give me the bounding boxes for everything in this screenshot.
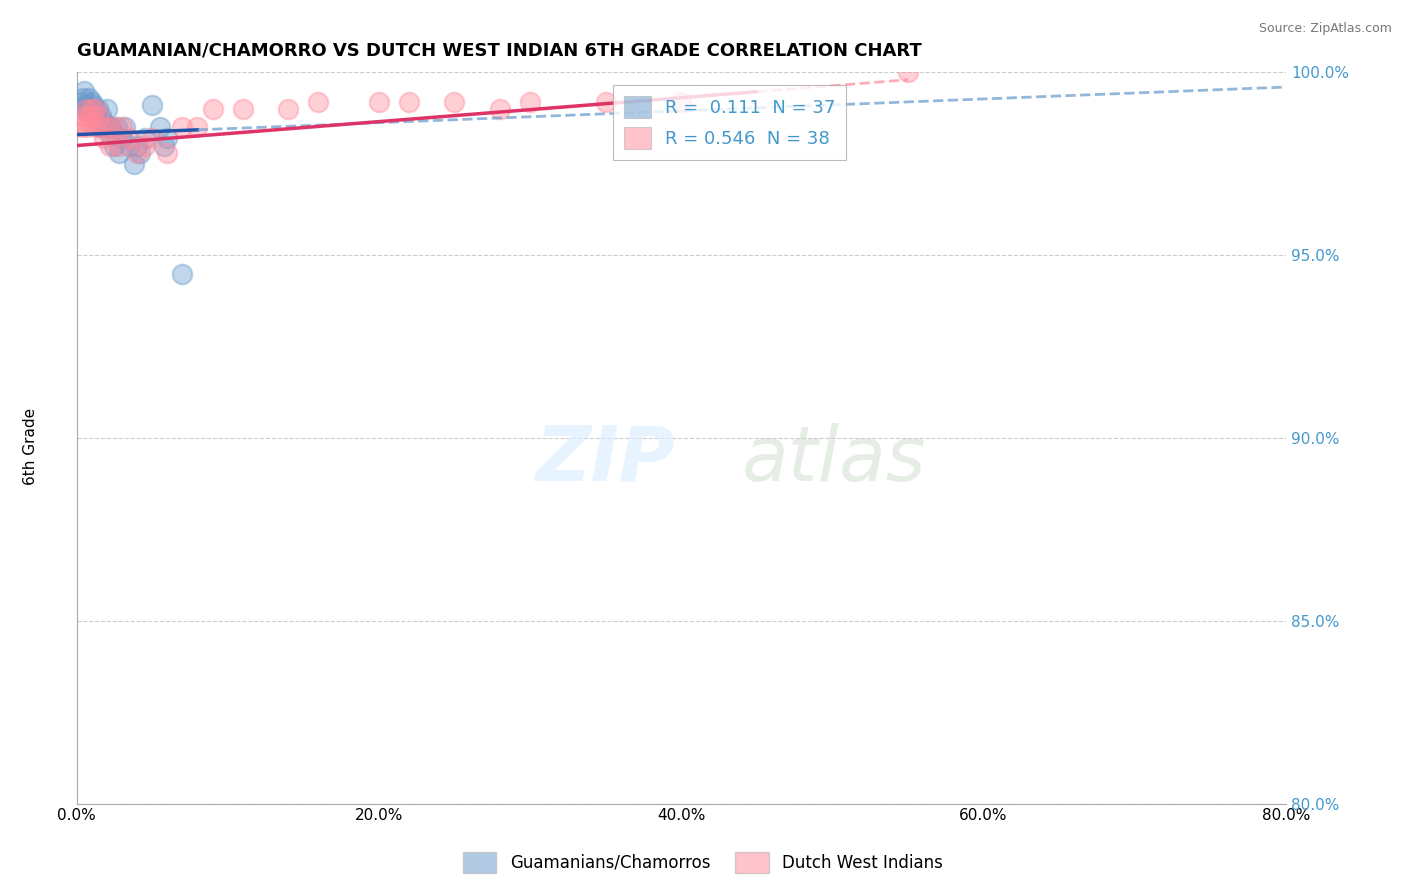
- Point: [595, 95, 617, 109]
- Point: [141, 131, 163, 145]
- Point: [156, 145, 179, 160]
- Point: [129, 145, 152, 160]
- Legend: Guamanians/Chamorros, Dutch West Indians: Guamanians/Chamorros, Dutch West Indians: [457, 846, 949, 880]
- Point: [84, 120, 107, 135]
- Point: [105, 120, 128, 135]
- Point: [70, 102, 93, 116]
- Point: [519, 95, 541, 109]
- Point: [82, 98, 104, 112]
- Point: [118, 131, 141, 145]
- Point: [172, 120, 194, 135]
- Point: [134, 138, 156, 153]
- Point: [94, 117, 117, 131]
- Point: [103, 138, 125, 153]
- Point: [80, 95, 103, 109]
- Point: [91, 112, 114, 127]
- Point: [98, 138, 121, 153]
- Point: [897, 65, 920, 79]
- Point: [186, 120, 208, 135]
- Point: [79, 117, 101, 131]
- Point: [125, 145, 148, 160]
- Point: [75, 102, 97, 116]
- Point: [76, 120, 98, 135]
- Text: ZIP: ZIP: [536, 423, 676, 497]
- Point: [96, 120, 118, 135]
- Point: [232, 102, 254, 116]
- Point: [156, 131, 179, 145]
- Point: [307, 95, 329, 109]
- Point: [98, 128, 121, 142]
- Point: [122, 157, 145, 171]
- Point: [108, 145, 131, 160]
- Point: [76, 102, 98, 116]
- Point: [90, 120, 112, 135]
- Point: [79, 102, 101, 116]
- Point: [69, 95, 91, 109]
- Point: [100, 120, 122, 135]
- Point: [111, 131, 134, 145]
- Point: [153, 138, 176, 153]
- Point: [489, 102, 512, 116]
- Point: [114, 120, 136, 135]
- Point: [77, 109, 100, 123]
- Point: [97, 120, 120, 135]
- Point: [84, 109, 107, 123]
- Point: [118, 138, 141, 153]
- Point: [93, 120, 115, 135]
- Point: [277, 102, 299, 116]
- Point: [201, 102, 224, 116]
- Point: [96, 102, 118, 116]
- Point: [108, 138, 131, 153]
- Point: [398, 95, 420, 109]
- Point: [443, 95, 465, 109]
- Point: [111, 120, 134, 135]
- Point: [141, 98, 163, 112]
- Legend: R =  0.111  N = 37, R = 0.546  N = 38: R = 0.111 N = 37, R = 0.546 N = 38: [613, 85, 846, 160]
- Text: GUAMANIAN/CHAMORRO VS DUTCH WEST INDIAN 6TH GRADE CORRELATION CHART: GUAMANIAN/CHAMORRO VS DUTCH WEST INDIAN …: [76, 42, 921, 60]
- Point: [75, 98, 97, 112]
- Point: [172, 267, 194, 281]
- Point: [134, 131, 156, 145]
- Point: [83, 102, 105, 116]
- Point: [149, 120, 172, 135]
- Point: [83, 102, 105, 116]
- Point: [73, 84, 96, 98]
- Point: [80, 102, 103, 116]
- Point: [72, 109, 94, 123]
- Point: [89, 120, 111, 135]
- Point: [671, 95, 693, 109]
- Point: [125, 138, 148, 153]
- Text: 6th Grade: 6th Grade: [24, 408, 38, 484]
- Text: atlas: atlas: [742, 423, 927, 497]
- Point: [77, 91, 100, 105]
- Point: [89, 109, 111, 123]
- Point: [90, 109, 112, 123]
- Point: [87, 102, 110, 116]
- Point: [367, 95, 389, 109]
- Point: [103, 120, 125, 135]
- Point: [73, 117, 96, 131]
- Point: [72, 91, 94, 105]
- Text: Source: ZipAtlas.com: Source: ZipAtlas.com: [1258, 22, 1392, 36]
- Point: [70, 120, 93, 135]
- Point: [93, 131, 115, 145]
- Point: [82, 109, 104, 123]
